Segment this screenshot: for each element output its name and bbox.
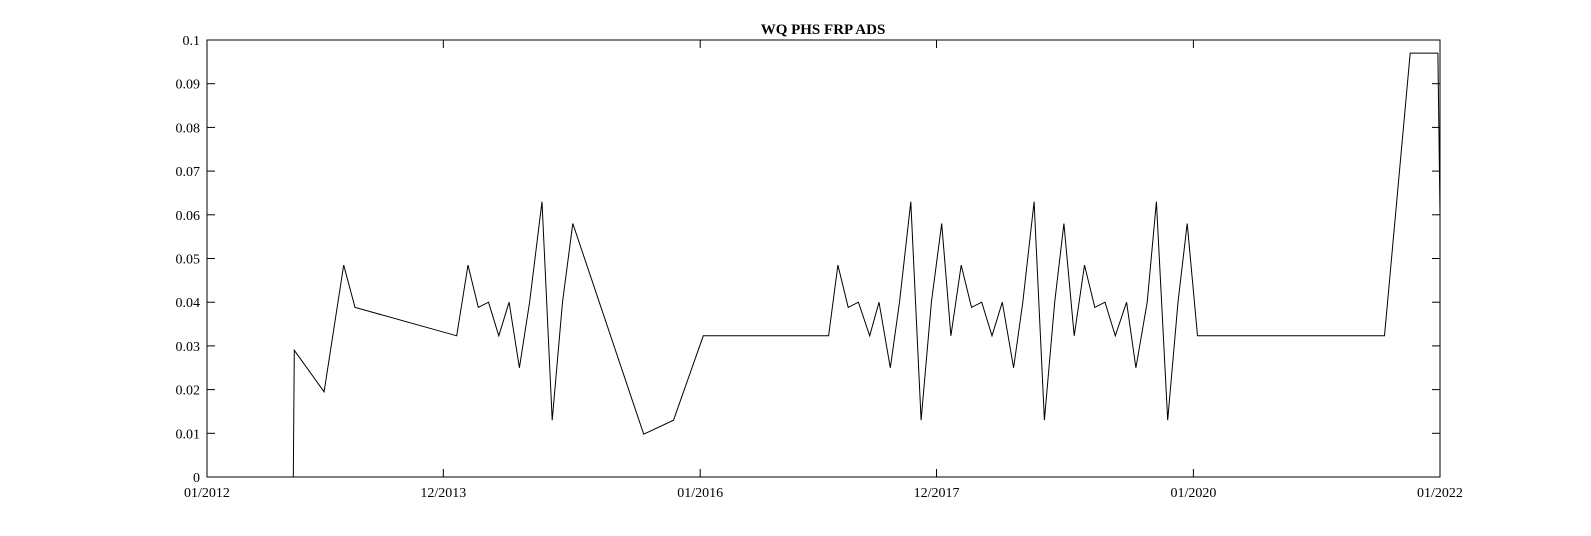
y-tick-label: 0.02 — [176, 384, 201, 399]
x-tick-label: 12/2013 — [420, 486, 466, 501]
x-tick-label: 01/2020 — [1170, 486, 1216, 501]
x-tick-label: 01/2012 — [184, 486, 230, 501]
x-tick-label: 12/2017 — [914, 486, 960, 501]
chart-title: WQ PHS FRP ADS — [761, 22, 886, 38]
x-tick-label: 01/2022 — [1417, 486, 1463, 501]
y-tick-label: 0.06 — [176, 209, 201, 224]
y-tick-label: 0.08 — [176, 121, 201, 136]
series-line — [207, 52, 1441, 478]
y-tick-label: 0.04 — [176, 296, 201, 311]
plot-frame — [206, 39, 1441, 478]
x-tick-label: 01/2016 — [677, 486, 723, 501]
y-tick-label: 0 — [193, 471, 200, 486]
y-tick-label: 0.05 — [176, 253, 201, 268]
y-tick-label: 0.01 — [176, 427, 201, 442]
y-tick-label: 0.03 — [176, 340, 201, 355]
y-tick-label: 0.09 — [176, 78, 201, 93]
y-tick-label: 0.1 — [183, 34, 201, 49]
axis-tick-labels: 0 0.01 0.02 0.03 0.04 0.05 0.06 0.07 0.08 0.09 0.1… — [176, 34, 1463, 501]
y-tick-label: 0.07 — [176, 165, 201, 180]
